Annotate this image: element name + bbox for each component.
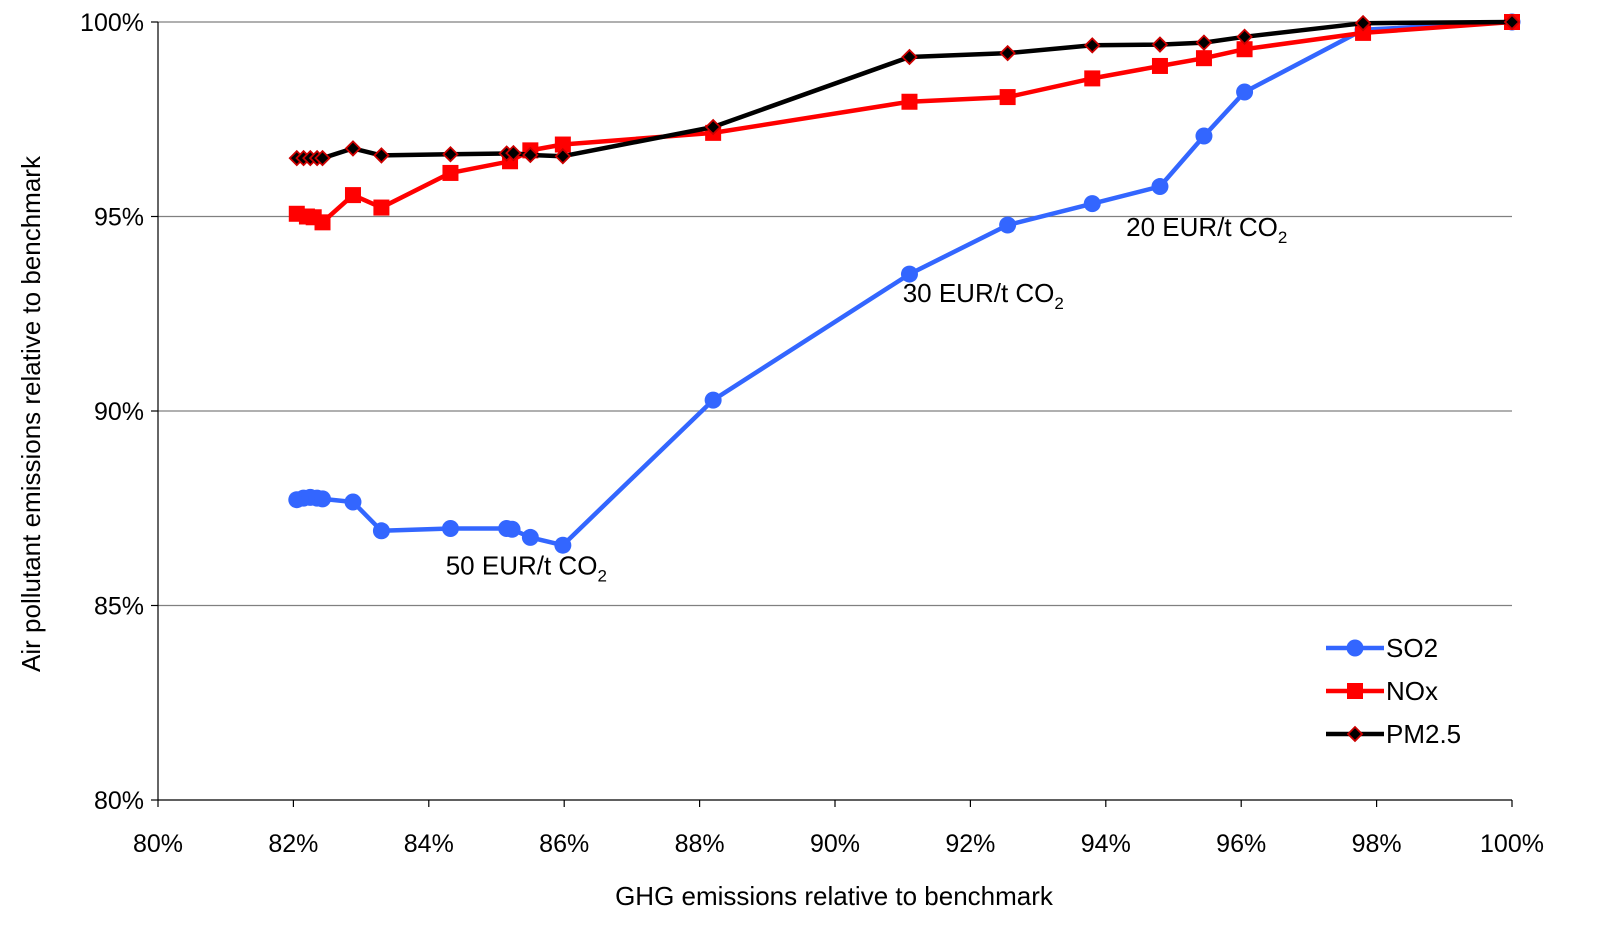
data-point-pm25 bbox=[554, 147, 572, 165]
data-point-so2 bbox=[1195, 127, 1213, 145]
price-annotation: 50 EUR/t CO2 bbox=[446, 550, 607, 585]
data-point-nox bbox=[999, 89, 1016, 106]
x-tick-label: 98% bbox=[1352, 830, 1402, 858]
data-point-nox bbox=[344, 187, 361, 204]
data-point-nox bbox=[1236, 41, 1253, 58]
data-point-pm25 bbox=[314, 149, 331, 167]
data-point-nox bbox=[314, 214, 331, 231]
data-point-nox bbox=[1151, 57, 1168, 74]
x-axis-title: GHG emissions relative to benchmark bbox=[615, 881, 1054, 911]
x-tick-label: 84% bbox=[404, 830, 454, 858]
series-so2 bbox=[288, 13, 1521, 554]
data-point-so2 bbox=[900, 265, 918, 283]
data-point-pm25 bbox=[999, 44, 1016, 62]
data-point-so2 bbox=[554, 536, 572, 554]
data-point-nox bbox=[1355, 24, 1372, 41]
data-point-pm25 bbox=[1503, 13, 1521, 31]
x-tick-label: 80% bbox=[133, 830, 183, 858]
x-tick-label: 100% bbox=[1480, 830, 1544, 858]
y-tick-label: 100% bbox=[80, 9, 144, 37]
y-tick-label: 90% bbox=[94, 398, 144, 426]
data-point-pm25 bbox=[442, 145, 459, 163]
legend: SO2 NOx PM2.5 bbox=[1326, 633, 1461, 749]
data-point-pm25 bbox=[522, 146, 539, 164]
x-tick-label: 90% bbox=[810, 830, 860, 858]
data-point-so2 bbox=[999, 216, 1017, 234]
x-tick-label: 88% bbox=[675, 830, 725, 858]
data-point-pm25 bbox=[1195, 34, 1213, 51]
series-pm25 bbox=[288, 13, 1521, 167]
data-point-pm25 bbox=[1083, 37, 1101, 54]
data-point-so2 bbox=[441, 519, 459, 537]
legend-marker-pm25 bbox=[1346, 725, 1364, 743]
legend-entry-so2: SO2 bbox=[1326, 633, 1438, 663]
price-annotation: 20 EUR/t CO2 bbox=[1126, 212, 1287, 247]
data-point-so2 bbox=[344, 493, 362, 511]
series-line-nox bbox=[296, 19, 1513, 225]
data-point-so2 bbox=[503, 520, 521, 538]
data-point-pm25 bbox=[1236, 28, 1253, 46]
legend-label-so2: SO2 bbox=[1386, 633, 1438, 663]
series-nox bbox=[288, 14, 1520, 231]
x-tick-label: 94% bbox=[1081, 830, 1131, 858]
legend-marker-nox bbox=[1347, 683, 1363, 699]
data-point-so2 bbox=[704, 391, 722, 409]
legend-label-pm25: PM2.5 bbox=[1386, 719, 1461, 749]
legend-entry-nox: NOx bbox=[1326, 676, 1438, 706]
x-tick-label: 92% bbox=[945, 830, 995, 858]
data-point-so2 bbox=[521, 528, 539, 546]
y-tick-label: 80% bbox=[94, 787, 144, 815]
x-tick-label: 86% bbox=[539, 830, 589, 858]
y-tick-label: 85% bbox=[94, 593, 144, 621]
data-point-pm25 bbox=[344, 140, 362, 157]
legend-label-nox: NOx bbox=[1386, 676, 1438, 706]
data-point-nox bbox=[442, 164, 459, 181]
y-tick-label: 95% bbox=[94, 204, 144, 232]
data-point-nox bbox=[554, 136, 571, 153]
x-tick-label: 96% bbox=[1216, 830, 1266, 858]
data-point-pm25 bbox=[1354, 14, 1372, 32]
gridlines bbox=[158, 21, 1512, 607]
series-lines bbox=[288, 13, 1521, 554]
legend-marker-so2 bbox=[1346, 639, 1364, 657]
data-point-nox bbox=[1084, 70, 1101, 87]
data-point-pm25 bbox=[373, 147, 390, 164]
data-point-pm25 bbox=[901, 48, 918, 66]
legend-entry-pm25: PM2.5 bbox=[1326, 719, 1461, 749]
y-axis-title: Air pollutant emissions relative to benc… bbox=[16, 155, 46, 672]
data-point-so2 bbox=[1151, 178, 1169, 196]
data-point-pm25 bbox=[704, 118, 722, 136]
data-point-pm25 bbox=[1151, 36, 1169, 53]
data-point-so2 bbox=[1083, 195, 1101, 213]
axes: 80% 85% 90% 95% 100% 80% 82% 84% 86% 88% 90% 92% 94%… bbox=[80, 9, 1544, 858]
data-point-nox bbox=[1195, 50, 1212, 67]
annotations: 20 EUR/t CO2 30 EUR/t CO2 50 EUR/t CO2 bbox=[446, 212, 1288, 585]
data-point-nox bbox=[373, 199, 390, 216]
price-annotation: 30 EUR/t CO2 bbox=[903, 278, 1064, 313]
series-line-pm25 bbox=[296, 19, 1513, 161]
x-tick-label: 82% bbox=[268, 830, 318, 858]
data-point-nox bbox=[901, 93, 918, 110]
data-point-so2 bbox=[1236, 83, 1254, 101]
data-point-pm25 bbox=[505, 144, 522, 162]
data-point-so2 bbox=[314, 490, 332, 508]
data-point-so2 bbox=[372, 522, 390, 540]
